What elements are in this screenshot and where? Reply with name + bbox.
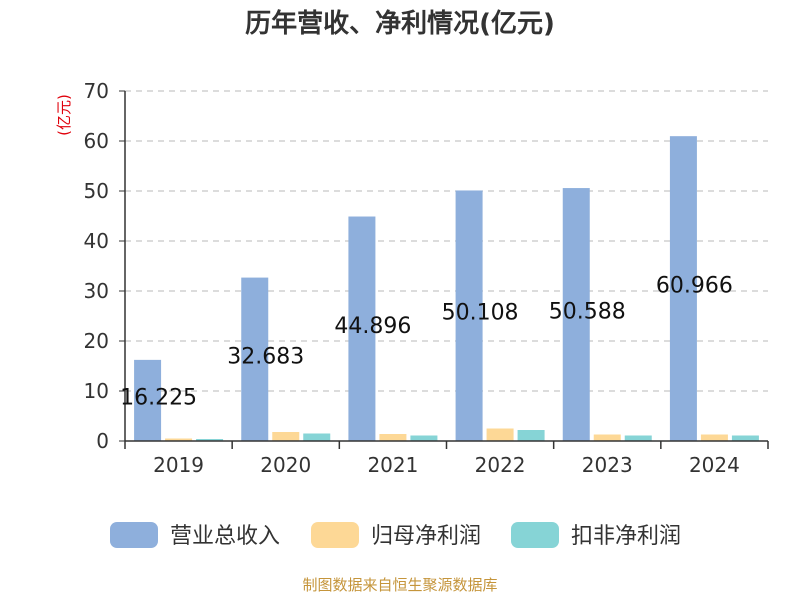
x-tick-label: 2022	[475, 453, 526, 477]
x-tick-label: 2024	[689, 453, 740, 477]
y-tick-label: 60	[84, 129, 109, 153]
legend-item[interactable]: 扣非净利润	[511, 522, 681, 549]
x-tick-label: 2021	[367, 453, 418, 477]
data-labels: 16.225 32.683 44.896 50.108 50.588 60.966	[120, 274, 733, 411]
y-tick-label: 10	[84, 379, 109, 403]
bar-1-2020[interactable]	[241, 277, 269, 441]
y-tick-label: 0	[96, 429, 109, 453]
bar-2-2020[interactable]	[272, 432, 300, 441]
bars	[134, 136, 759, 442]
y-tick-label: 50	[84, 179, 109, 203]
x-tick-label: 2020	[260, 453, 311, 477]
data-label: 16.225	[120, 385, 197, 410]
legend-label: 营业总收入	[170, 524, 280, 549]
bar-1-2021[interactable]	[348, 216, 376, 441]
bar-3-2021[interactable]	[410, 435, 438, 442]
legend-swatch	[511, 522, 559, 548]
x-tick-label: 2023	[582, 453, 633, 477]
bar-2-2024[interactable]	[700, 434, 728, 442]
bar-3-2024[interactable]	[731, 435, 759, 442]
bar-3-2020[interactable]	[303, 433, 331, 442]
x-tick-label: 2019	[153, 453, 204, 477]
bar-2-2019[interactable]	[165, 438, 193, 442]
legend[interactable]: 营业总收入 归母净利润 扣非净利润	[110, 522, 681, 549]
legend-swatch	[311, 522, 359, 548]
data-label: 50.108	[442, 301, 519, 326]
legend-label: 扣非净利润	[571, 524, 681, 549]
axes: 0 10 20 30 40 50 60 70 2019 2020 2021 2022 2023 2024	[84, 79, 769, 477]
chart-title: 历年营收、净利情况(亿元)	[245, 8, 555, 39]
y-tick-label: 20	[84, 329, 109, 353]
bar-1-2022[interactable]	[455, 190, 483, 441]
bar-3-2019[interactable]	[196, 439, 224, 441]
data-label: 32.683	[227, 344, 304, 369]
bar-2-2021[interactable]	[379, 434, 407, 441]
bar-1-2023[interactable]	[562, 188, 590, 441]
data-label: 50.588	[549, 300, 626, 325]
bar-1-2019[interactable]	[134, 359, 162, 441]
legend-swatch	[110, 522, 158, 548]
bar-1-2024[interactable]	[669, 136, 697, 442]
data-label: 60.966	[656, 274, 733, 299]
bar-3-2023[interactable]	[624, 435, 652, 442]
y-tick-label: 40	[84, 229, 109, 253]
y-axis-unit-label: (亿元)	[55, 94, 73, 136]
legend-item[interactable]: 营业总收入	[110, 522, 280, 549]
y-tick-label: 70	[84, 79, 109, 103]
bar-2-2022[interactable]	[486, 428, 514, 442]
legend-item[interactable]: 归母净利润	[311, 522, 481, 549]
data-source-note: 制图数据来自恒生聚源数据库	[302, 576, 497, 594]
legend-label: 归母净利润	[371, 524, 481, 549]
y-tick-label: 30	[84, 279, 109, 303]
data-label: 44.896	[334, 314, 411, 339]
bar-3-2022[interactable]	[517, 430, 545, 441]
bar-2-2023[interactable]	[593, 434, 621, 442]
grid-lines	[125, 90, 768, 392]
